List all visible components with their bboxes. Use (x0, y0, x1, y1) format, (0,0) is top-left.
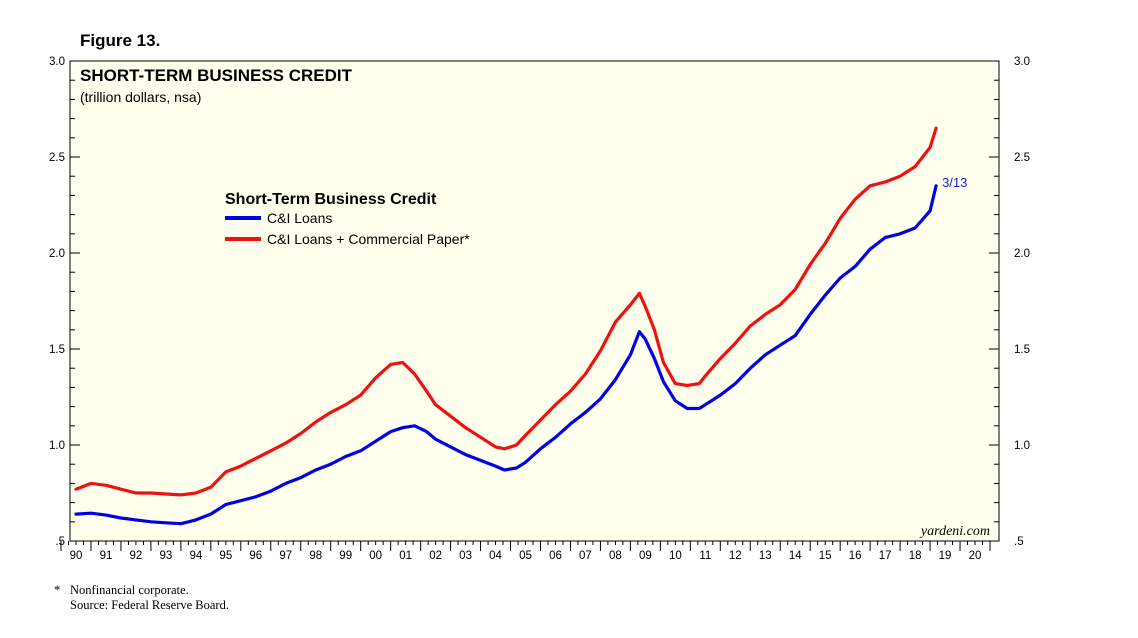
figure-label: Figure 13. (80, 31, 161, 50)
x-tick-label: 96 (249, 550, 262, 562)
x-tick-label: 09 (639, 550, 652, 562)
x-tick-label: 95 (219, 550, 232, 562)
x-tick-label: 99 (339, 550, 352, 562)
x-tick-label: 03 (459, 550, 472, 562)
x-tick-label: 10 (669, 550, 682, 562)
footnote-source: Source: Federal Reserve Board. (70, 598, 229, 612)
y-tick-label-left: 1.5 (49, 344, 65, 356)
y-tick-label-left: 3.0 (49, 56, 65, 68)
y-tick-label-right: 3.0 (1014, 56, 1030, 68)
footnote-note: Nonfinancial corporate. (70, 583, 189, 597)
x-tick-label: 91 (100, 550, 113, 562)
x-tick-label: 01 (399, 550, 412, 562)
x-tick-label: 18 (909, 550, 922, 562)
chart-title: SHORT-TERM BUSINESS CREDIT (80, 66, 353, 85)
y-tick-label-right: 2.5 (1014, 152, 1030, 164)
plot-area (69, 60, 1000, 542)
end-date-annotation: 3/13 (942, 175, 967, 190)
x-tick-label: 15 (819, 550, 832, 562)
x-tick-label: 00 (369, 550, 382, 562)
y-tick-label-right: .5 (1014, 536, 1024, 548)
y-tick-label-right: 1.5 (1014, 344, 1030, 356)
x-tick-label: 11 (699, 550, 711, 562)
x-tick-label: 05 (519, 550, 532, 562)
footnote-star: * (54, 583, 61, 597)
legend-label-cil-cp: C&I Loans + Commercial Paper* (267, 231, 470, 247)
x-tick-label: 14 (789, 550, 802, 562)
y-tick-label-left: 1.0 (49, 440, 65, 452)
axes: .5 .5 1.0 1.0 1.5 1.5 2.0 2.0 2.5 2.5 3.0 3.0 90 91 92… (49, 56, 1030, 562)
x-tick-label: 06 (549, 550, 562, 562)
series-line-0 (74, 184, 938, 526)
y-tick-label-left: .5 (55, 536, 65, 548)
y-tick-label-left: 2.5 (49, 152, 65, 164)
x-tick-label: 94 (189, 550, 202, 562)
y-tick-label-right: 1.0 (1014, 440, 1030, 452)
chart: .5 .5 1.0 1.0 1.5 1.5 2.0 2.0 2.5 2.5 3.0 3.0 90 91 92… (49, 56, 1030, 562)
series-layer (74, 126, 938, 526)
x-tick-label: 19 (939, 550, 952, 562)
x-tick-label: 02 (429, 550, 442, 562)
x-tick-label: 13 (759, 550, 772, 562)
legend: Short-Term Business Credit C&I Loans C&I… (225, 191, 470, 247)
x-tick-label: 07 (579, 550, 592, 562)
x-tick-label: 98 (309, 550, 322, 562)
x-tick-label: 93 (159, 550, 172, 562)
legend-title: Short-Term Business Credit (225, 191, 437, 208)
x-tick-label: 04 (489, 550, 502, 562)
watermark: yardeni.com (919, 524, 990, 539)
y-tick-label-right: 2.0 (1014, 248, 1030, 260)
legend-label-cil: C&I Loans (267, 210, 332, 226)
x-tick-label: 16 (849, 550, 862, 562)
x-tick-label: 12 (729, 550, 742, 562)
chart-subtitle: (trillion dollars, nsa) (80, 89, 201, 105)
y-tick-label-left: 2.0 (49, 248, 65, 260)
x-tick-label: 97 (279, 550, 292, 562)
x-tick-label: 92 (130, 550, 143, 562)
x-tick-label: 17 (879, 550, 892, 562)
x-tick-label: 20 (969, 550, 982, 562)
footnote: * Nonfinancial corporate. Source: Federal… (54, 583, 229, 613)
series-line-1 (74, 126, 938, 497)
x-tick-label: 90 (70, 550, 83, 562)
x-tick-label: 08 (609, 550, 622, 562)
